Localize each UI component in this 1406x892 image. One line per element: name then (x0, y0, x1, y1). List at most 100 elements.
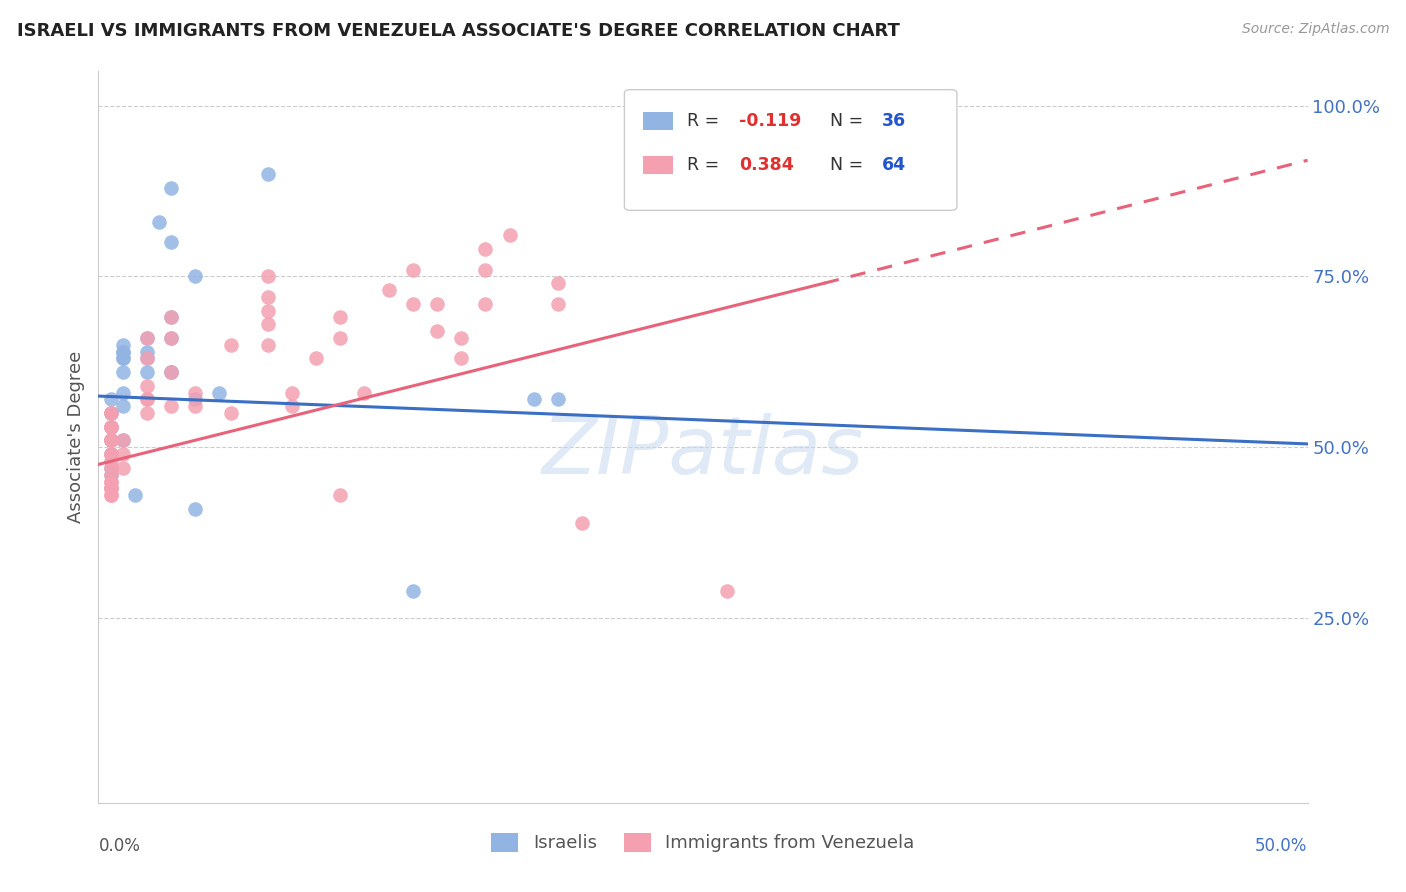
Point (402, 583, 425, 598)
Point (160, 235, 183, 250)
Point (111, 351, 134, 366)
Point (100, 481, 122, 495)
Point (111, 400, 134, 414)
Point (160, 310, 183, 325)
Point (100, 475, 122, 489)
Point (100, 447, 122, 461)
Text: ISRAELI VS IMMIGRANTS FROM VENEZUELA ASSOCIATE'S DEGREE CORRELATION CHART: ISRAELI VS IMMIGRANTS FROM VENEZUELA ASS… (17, 22, 900, 40)
Point (135, 365, 157, 379)
Point (100, 475, 122, 489)
Point (100, 406, 122, 420)
Point (160, 365, 183, 379)
Point (135, 379, 157, 393)
Point (100, 392, 122, 407)
Point (450, 331, 472, 345)
Point (111, 460, 134, 475)
Point (100, 447, 122, 461)
Point (100, 467, 122, 482)
Point (135, 351, 157, 366)
Point (184, 385, 207, 400)
FancyBboxPatch shape (624, 90, 957, 211)
Point (100, 420, 122, 434)
Point (111, 434, 134, 448)
Point (111, 338, 134, 352)
Point (547, 277, 569, 291)
Point (135, 406, 157, 420)
Text: Source: ZipAtlas.com: Source: ZipAtlas.com (1241, 22, 1389, 37)
Point (474, 242, 496, 256)
Point (111, 365, 134, 379)
Point (100, 488, 122, 502)
Point (256, 167, 278, 181)
Point (426, 324, 449, 338)
Point (100, 460, 122, 475)
Point (184, 501, 207, 516)
Point (111, 344, 134, 359)
Point (474, 297, 496, 311)
Point (160, 331, 183, 345)
Point (160, 400, 183, 414)
Point (547, 297, 569, 311)
Point (100, 460, 122, 475)
Point (100, 454, 122, 468)
Point (100, 406, 122, 420)
Point (571, 516, 593, 530)
Point (329, 331, 352, 345)
Point (124, 488, 146, 502)
Point (329, 310, 352, 325)
Point (111, 344, 134, 359)
Point (135, 392, 157, 407)
Point (100, 467, 122, 482)
Point (100, 481, 122, 495)
Point (160, 180, 183, 194)
Point (256, 269, 278, 284)
Point (135, 331, 157, 345)
Text: ZIPatlas: ZIPatlas (541, 413, 865, 491)
Point (111, 385, 134, 400)
Text: N =: N = (830, 112, 869, 130)
Point (100, 434, 122, 448)
Point (305, 351, 328, 366)
Point (135, 344, 157, 359)
Point (100, 406, 122, 420)
Point (256, 303, 278, 318)
Point (160, 310, 183, 325)
Point (329, 488, 352, 502)
FancyBboxPatch shape (643, 156, 673, 174)
Point (111, 434, 134, 448)
Point (100, 420, 122, 434)
Point (221, 338, 243, 352)
Text: 0.384: 0.384 (740, 156, 794, 174)
Y-axis label: Associate's Degree: Associate's Degree (66, 351, 84, 524)
Point (281, 385, 304, 400)
Point (160, 365, 183, 379)
Point (160, 365, 183, 379)
Point (256, 318, 278, 332)
Legend: Israelis, Immigrants from Venezuela: Israelis, Immigrants from Venezuela (484, 826, 922, 860)
Point (100, 488, 122, 502)
Point (256, 338, 278, 352)
FancyBboxPatch shape (643, 112, 673, 130)
Point (498, 228, 520, 243)
Point (353, 385, 375, 400)
Point (377, 283, 399, 297)
Point (100, 447, 122, 461)
Text: -0.119: -0.119 (740, 112, 801, 130)
Point (523, 392, 546, 407)
Point (402, 262, 425, 277)
Point (111, 447, 134, 461)
Point (716, 583, 738, 598)
Point (135, 392, 157, 407)
Point (135, 331, 157, 345)
Point (100, 420, 122, 434)
Text: 50.0%: 50.0% (1256, 837, 1308, 855)
Text: R =: R = (688, 112, 725, 130)
Point (547, 392, 569, 407)
Point (208, 385, 231, 400)
Text: 36: 36 (882, 112, 905, 130)
Text: R =: R = (688, 156, 725, 174)
Point (135, 351, 157, 366)
Point (402, 297, 425, 311)
Point (426, 297, 449, 311)
Point (100, 434, 122, 448)
